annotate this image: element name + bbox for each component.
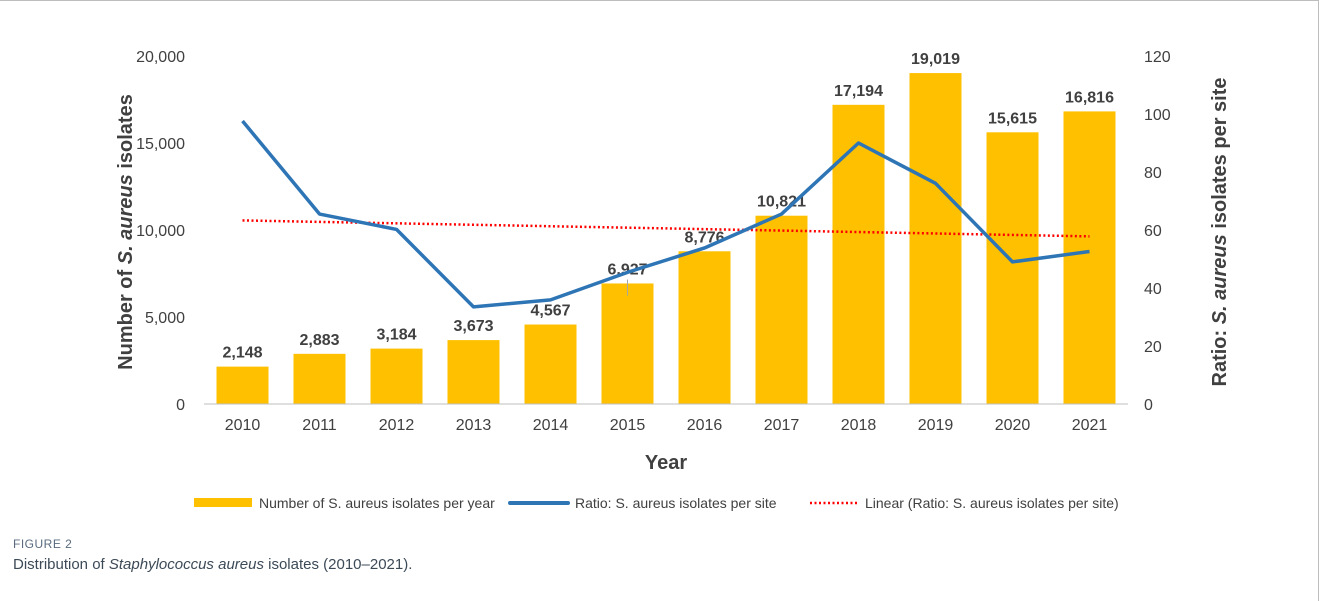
bar-value-label-2019: 19,019 [911, 51, 960, 68]
legend-label-bars: Number of S. aureus isolates per year [259, 495, 495, 511]
legend-label-ratio: Ratio: S. aureus isolates per site [575, 495, 777, 511]
left-y-axis-title-italic: S. aureus [115, 174, 137, 264]
legend-label-linear: Linear (Ratio: S. aureus isolates per si… [865, 495, 1119, 511]
bar-2020 [986, 132, 1039, 404]
bar-value-label-2020: 15,615 [988, 110, 1037, 127]
bar-value-label-2017: 10,821 [757, 194, 806, 211]
x-tick-label: 2018 [841, 417, 877, 434]
legend: Number of S. aureus isolates per year Ra… [194, 495, 1119, 511]
x-tick-label: 2013 [456, 417, 492, 434]
right-y-axis-title-post: isolates per site [1209, 77, 1231, 234]
x-tick-label: 2011 [302, 417, 337, 434]
bar-2010 [216, 366, 269, 404]
x-tick-label: 2016 [687, 417, 723, 434]
bar-value-label-2018: 17,194 [834, 83, 883, 100]
left-y-axis-title-pre: Number of [115, 264, 137, 370]
bar-2013 [447, 340, 500, 404]
bar-value-label-2012: 3,184 [376, 327, 416, 344]
figure-caption-post: isolates (2010–2021). [263, 556, 413, 573]
figure-label: FIGURE 2 [13, 537, 73, 551]
line-ratio-per-site [241, 119, 1090, 309]
x-tick-label: 2015 [610, 417, 646, 434]
figure-caption-pre: Distribution of [13, 556, 109, 573]
bar-value-label-2016: 8,776 [684, 229, 724, 246]
right-y-tick-label: 60 [1144, 223, 1162, 240]
x-tick-label: 2021 [1072, 417, 1108, 434]
bar-value-label-2011: 2,883 [299, 332, 339, 349]
x-tick-label: 2019 [918, 417, 954, 434]
bar-2014 [524, 324, 577, 404]
x-axis-title: Year [645, 452, 687, 474]
x-tick-label: 2012 [379, 417, 415, 434]
right-y-tick-label: 100 [1144, 107, 1171, 124]
left-y-tick-label: 20,000 [136, 49, 185, 66]
bar-value-label-2010: 2,148 [222, 345, 262, 362]
left-y-tick-label: 15,000 [136, 136, 185, 153]
line-group [241, 119, 1090, 309]
right-y-axis-title-italic: S. aureus [1209, 234, 1231, 324]
right-y-tick-label: 0 [1144, 397, 1153, 414]
left-y-axis-title: Number of S. aureus isolates [115, 94, 137, 370]
left-y-axis-title-post: isolates [115, 94, 137, 174]
x-tick-label: 2014 [533, 417, 569, 434]
bar-value-label-2021: 16,816 [1065, 89, 1114, 106]
x-tick-label: 2010 [225, 417, 261, 434]
bar-value-label-2013: 3,673 [453, 318, 493, 335]
left-y-tick-label: 10,000 [136, 223, 185, 240]
right-y-axis-title: Ratio: S. aureus isolates per site [1209, 77, 1231, 386]
x-tick-label: 2020 [995, 417, 1031, 434]
bar-2017 [755, 215, 808, 404]
bar-2011 [293, 353, 346, 404]
bar-2012 [370, 348, 423, 404]
x-tick-label: 2017 [764, 417, 800, 434]
figure-caption-italic: Staphylococcus aureus [108, 556, 264, 573]
legend-swatch-bars [194, 498, 252, 507]
x-tick-group: 2010 2011 2012 2013 2014 2015 2016 2017 2018 2019… [225, 417, 1108, 434]
trendline-linear [242, 219, 1090, 238]
bar-2018 [832, 104, 885, 404]
figure-caption: Distribution of Staphylococcus aureus is… [13, 556, 412, 573]
right-y-tick-label: 20 [1144, 339, 1162, 356]
left-y-tick-label: 5,000 [145, 310, 185, 327]
right-y-axis-title-pre: Ratio: [1209, 324, 1231, 386]
left-y-tick-label: 0 [176, 397, 185, 414]
bar-2021 [1063, 111, 1116, 404]
bar-2016 [678, 251, 731, 404]
right-y-tick-label: 40 [1144, 281, 1162, 298]
bar-2019 [909, 73, 962, 404]
bar-value-label-2014: 4,567 [530, 303, 570, 320]
left-y-tick-group: 0 5,000 10,000 15,000 20,000 [136, 49, 185, 414]
right-y-tick-group: 0 20 40 60 80 100 120 [1144, 49, 1171, 414]
right-y-tick-label: 80 [1144, 165, 1162, 182]
bar-2015 [601, 283, 654, 404]
right-y-tick-label: 120 [1144, 49, 1171, 66]
bar-group [216, 73, 1116, 404]
